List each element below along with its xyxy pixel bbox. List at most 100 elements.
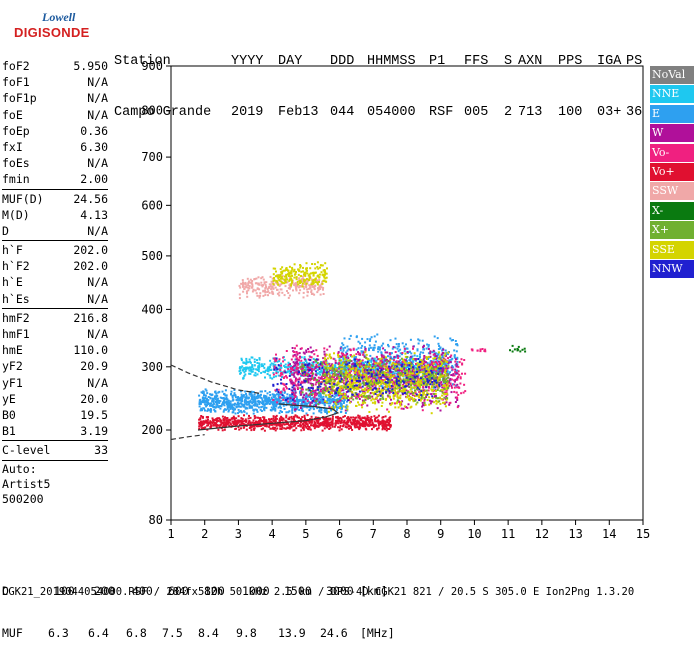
echo-point xyxy=(429,352,432,355)
echo-point xyxy=(202,427,205,429)
echo-point xyxy=(396,387,399,390)
echo-point xyxy=(345,356,348,359)
echo-point xyxy=(297,403,299,406)
echo-point xyxy=(371,366,374,368)
echo-point xyxy=(324,366,327,369)
echo-point xyxy=(420,361,423,363)
echo-point xyxy=(242,410,245,413)
echo-point xyxy=(352,421,355,424)
echo-point xyxy=(254,397,257,400)
echo-point xyxy=(430,363,433,365)
echo-point xyxy=(279,391,282,394)
echo-point xyxy=(423,360,426,363)
echo-point xyxy=(455,350,458,353)
echo-point xyxy=(294,364,297,366)
echo-point xyxy=(255,368,258,371)
echo-point xyxy=(410,364,413,367)
echo-point xyxy=(380,367,383,370)
echo-point xyxy=(294,403,297,406)
echo-point xyxy=(426,399,429,401)
echo-point xyxy=(455,358,457,361)
echo-point xyxy=(236,401,239,404)
echo-point xyxy=(335,422,337,425)
echo-point xyxy=(208,404,211,407)
echo-point xyxy=(414,358,417,361)
echo-point xyxy=(273,396,275,399)
echo-point xyxy=(389,386,391,388)
echo-point xyxy=(377,421,380,424)
echo-point xyxy=(345,360,348,363)
echo-point xyxy=(371,377,374,380)
echo-point xyxy=(388,384,391,387)
echo-point xyxy=(247,396,250,399)
echo-point xyxy=(400,401,403,404)
echo-point xyxy=(294,414,297,417)
echo-point xyxy=(276,401,279,404)
echo-point xyxy=(337,402,340,405)
echo-point xyxy=(367,388,370,390)
echo-point xyxy=(286,371,289,374)
echo-point xyxy=(310,391,312,394)
param-name: hmF2 xyxy=(2,310,30,325)
echo-point xyxy=(339,402,342,405)
echo-point xyxy=(351,423,354,426)
echo-point xyxy=(300,429,303,432)
echo-point xyxy=(413,366,416,369)
param-value: N/A xyxy=(87,156,108,171)
echo-point xyxy=(302,428,305,431)
echo-point xyxy=(286,393,289,396)
echo-point xyxy=(290,358,293,361)
echo-point xyxy=(320,409,323,412)
echo-point xyxy=(421,409,424,412)
echo-point xyxy=(209,422,212,425)
echo-point xyxy=(413,352,416,355)
echo-point xyxy=(346,400,348,403)
echo-point xyxy=(343,355,346,358)
echo-point xyxy=(342,343,345,346)
echo-point xyxy=(223,421,226,424)
echo-point xyxy=(407,398,410,401)
echo-point xyxy=(395,369,398,372)
echo-point xyxy=(273,357,276,360)
echo-point xyxy=(333,373,336,376)
echo-point xyxy=(351,428,354,431)
echo-point xyxy=(415,380,418,383)
echo-point xyxy=(259,390,262,393)
echo-point xyxy=(247,400,250,403)
echo-point xyxy=(258,422,261,425)
echo-point xyxy=(266,399,269,402)
echo-point xyxy=(290,373,293,376)
echo-point xyxy=(281,426,284,429)
echo-point xyxy=(309,382,312,385)
echo-point xyxy=(415,359,417,362)
echo-point xyxy=(328,405,331,408)
echo-point xyxy=(307,358,310,361)
param-value: 5.950 xyxy=(73,59,108,73)
echo-point xyxy=(311,383,314,386)
echo-point xyxy=(357,414,360,417)
echo-point xyxy=(360,369,363,372)
echo-point xyxy=(310,398,312,400)
echo-point xyxy=(422,396,425,399)
echo-point xyxy=(347,380,350,383)
echo-point xyxy=(403,363,406,366)
echo-point xyxy=(227,409,230,412)
echo-point xyxy=(343,420,346,423)
echo-point xyxy=(355,424,358,427)
echo-point xyxy=(348,337,351,340)
echo-point xyxy=(453,355,456,358)
echo-point xyxy=(221,415,224,418)
echo-point xyxy=(405,359,407,362)
echo-point xyxy=(343,377,346,380)
echo-point xyxy=(299,361,302,364)
echo-point xyxy=(363,423,366,425)
echo-point xyxy=(358,428,361,431)
echo-point xyxy=(298,352,301,355)
echo-point xyxy=(345,373,348,376)
param-name: C-level xyxy=(2,443,51,458)
echo-point xyxy=(295,344,298,347)
echo-point xyxy=(422,371,425,374)
echo-point xyxy=(330,409,333,412)
echo-point xyxy=(440,353,443,356)
echo-point xyxy=(355,369,358,372)
